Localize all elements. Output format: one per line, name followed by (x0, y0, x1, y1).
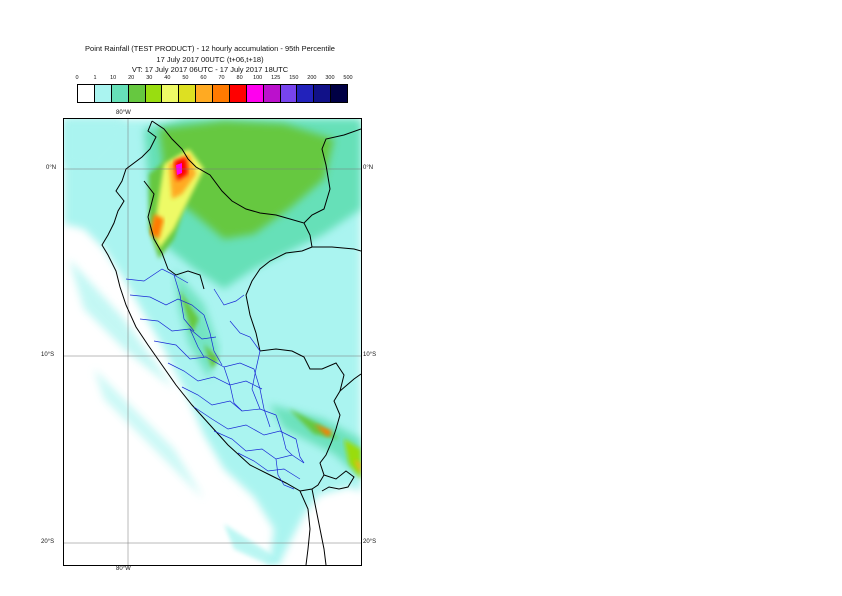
legend-tick-label: 30 (146, 75, 153, 81)
legend-swatch (297, 85, 315, 102)
legend-swatch (331, 85, 347, 102)
legend-tick-label: 100 (253, 75, 263, 81)
legend-tick-label: 500 (343, 75, 353, 81)
regional-borders (125, 268, 305, 490)
lon-label-top-outer: 80°W (116, 110, 131, 116)
legend-tick-label: 60 (200, 75, 207, 81)
legend-swatch (229, 85, 247, 102)
legend-swatch (94, 85, 112, 102)
rainfall-map: 80°W (63, 118, 362, 566)
legend-tick-label: 0 (75, 75, 79, 81)
legend-tick-label: 20 (128, 75, 135, 81)
legend-swatch (246, 85, 264, 102)
lat-label-left-10: 10°S (41, 352, 55, 358)
legend-swatch (263, 85, 281, 102)
legend-swatch (179, 85, 197, 102)
title-line-2: 17 July 2017 00UTC (t+06,t+18) (156, 55, 264, 64)
title-line-3: VT: 17 July 2017 06UTC - 17 July 2017 18… (131, 65, 289, 74)
legend-colorbar (77, 84, 348, 103)
lat-label-left-0: 0°N (46, 165, 57, 171)
legend-swatch (314, 85, 332, 102)
map-svg (64, 119, 361, 565)
legend-tick-label: 200 (307, 75, 317, 81)
legend-swatch (78, 85, 95, 102)
lat-label-right-10: 10°S (363, 352, 377, 358)
lat-label-right-0: 0°N (363, 165, 374, 171)
graticule (64, 119, 361, 565)
legend-swatch (280, 85, 298, 102)
legend-tick-label: 50 (182, 75, 189, 81)
legend-tick-labels: 0 1 10 20 30 40 50 60 70 80 100 125 150 200 300 500 (75, 75, 352, 84)
legend-swatch (145, 85, 163, 102)
legend-swatch (128, 85, 146, 102)
legend-swatch (196, 85, 213, 102)
rainfall-shading (64, 119, 361, 565)
legend-tick-label: 10 (110, 75, 117, 81)
legend-tick-label: 125 (271, 75, 281, 81)
legend-swatch (162, 85, 180, 102)
lat-label-left-20: 20°S (41, 539, 55, 545)
legend-swatch (111, 85, 129, 102)
legend-swatch (213, 85, 230, 102)
legend-tick-label: 70 (218, 75, 225, 81)
lon-label-bottom: 80°W (116, 566, 131, 572)
legend-tick-label: 1 (93, 75, 97, 81)
legend-tick-label: 300 (325, 75, 335, 81)
legend-tick-label: 150 (289, 75, 299, 81)
legend-tick-label: 80 (236, 75, 243, 81)
legend-tick-label: 40 (164, 75, 171, 81)
country-borders (101, 120, 361, 565)
lat-label-right-20: 20°S (363, 539, 377, 545)
title-line-1: Point Rainfall (TEST PRODUCT) - 12 hourl… (85, 44, 335, 53)
